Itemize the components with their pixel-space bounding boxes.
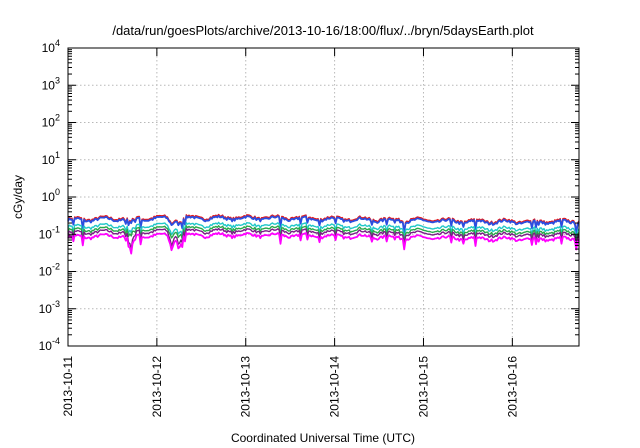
y-tick-label: 10-2: [39, 262, 60, 279]
x-tick-label: 2013-10-12: [150, 356, 164, 418]
grid: [68, 48, 579, 346]
x-axis-label: Coordinated Universal Time (UTC): [231, 431, 415, 445]
x-tick-label: 2013-10-13: [239, 356, 253, 418]
x-tick-label: 2013-10-16: [505, 356, 519, 418]
y-tick-label: 103: [42, 75, 60, 92]
y-tick-label: 10-3: [39, 299, 60, 316]
series-line: [67, 213, 580, 233]
series-line: [67, 221, 580, 240]
chart-title: /data/run/goesPlots/archive/2013-10-16/1…: [112, 23, 534, 38]
y-tick-label: 101: [42, 150, 60, 167]
y-axis-label: cGy/day: [11, 175, 25, 219]
y-tick-label: 104: [42, 38, 60, 55]
y-axis: 10-4 10-3 10-2 10-1 100 101 102 103 104: [39, 38, 579, 353]
x-tick-label: 2013-10-15: [416, 356, 430, 418]
series-line: [67, 214, 580, 234]
y-tick-label: 10-1: [39, 224, 60, 241]
y-tick-label: 102: [42, 113, 60, 130]
y-tick-label: 100: [42, 187, 60, 204]
x-axis: 2013-10-11 2013-10-12 2013-10-13 2013-10-14…: [61, 48, 519, 417]
series-line: [67, 225, 580, 244]
x-tick-label: 2013-10-11: [61, 356, 75, 417]
series-line: [67, 227, 580, 251]
series-line: [67, 231, 580, 255]
series-layer: [67, 213, 580, 255]
y-tick-label: 10-4: [39, 336, 60, 353]
x-tick-label: 2013-10-14: [328, 356, 342, 418]
